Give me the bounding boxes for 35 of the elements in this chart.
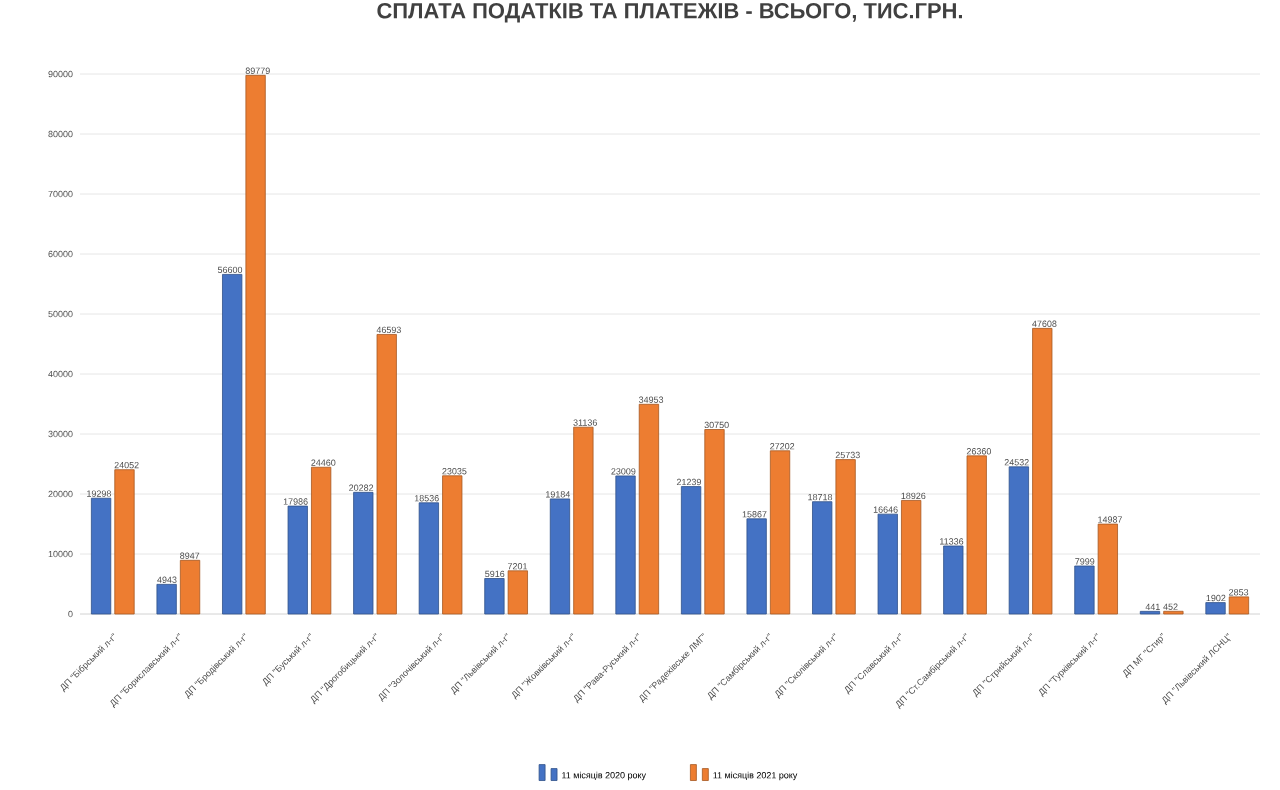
bar <box>746 518 767 615</box>
bar <box>90 497 112 615</box>
bar <box>1074 565 1095 615</box>
bar <box>615 475 636 615</box>
bar <box>812 501 833 615</box>
bar <box>680 486 702 615</box>
bar <box>222 274 243 615</box>
bar <box>549 498 571 615</box>
bar <box>966 455 987 615</box>
bar <box>376 334 397 615</box>
bar <box>114 469 135 615</box>
bar <box>1097 523 1118 615</box>
bar <box>507 570 528 615</box>
bar <box>943 545 964 615</box>
bar <box>353 491 374 615</box>
bar <box>769 450 791 615</box>
bar <box>704 429 725 615</box>
bar <box>245 74 266 615</box>
chart-title: СПЛАТА ПОДАТКІВ ТА ПЛАТЕЖІВ - ВСЬОГО, ТИС.ГРН. <box>377 2 962 23</box>
bar <box>179 559 201 615</box>
bar <box>287 505 308 615</box>
bar <box>573 426 594 615</box>
bar <box>638 403 660 615</box>
bar <box>877 513 898 615</box>
bar <box>156 583 177 615</box>
bar <box>901 500 922 615</box>
bar <box>484 578 505 615</box>
bar <box>1008 466 1029 615</box>
bar <box>1228 596 1250 615</box>
bar <box>1032 327 1053 615</box>
bar <box>442 475 463 615</box>
bar <box>311 466 332 615</box>
bar <box>1205 602 1226 615</box>
bar <box>418 502 439 615</box>
bar <box>835 459 856 615</box>
